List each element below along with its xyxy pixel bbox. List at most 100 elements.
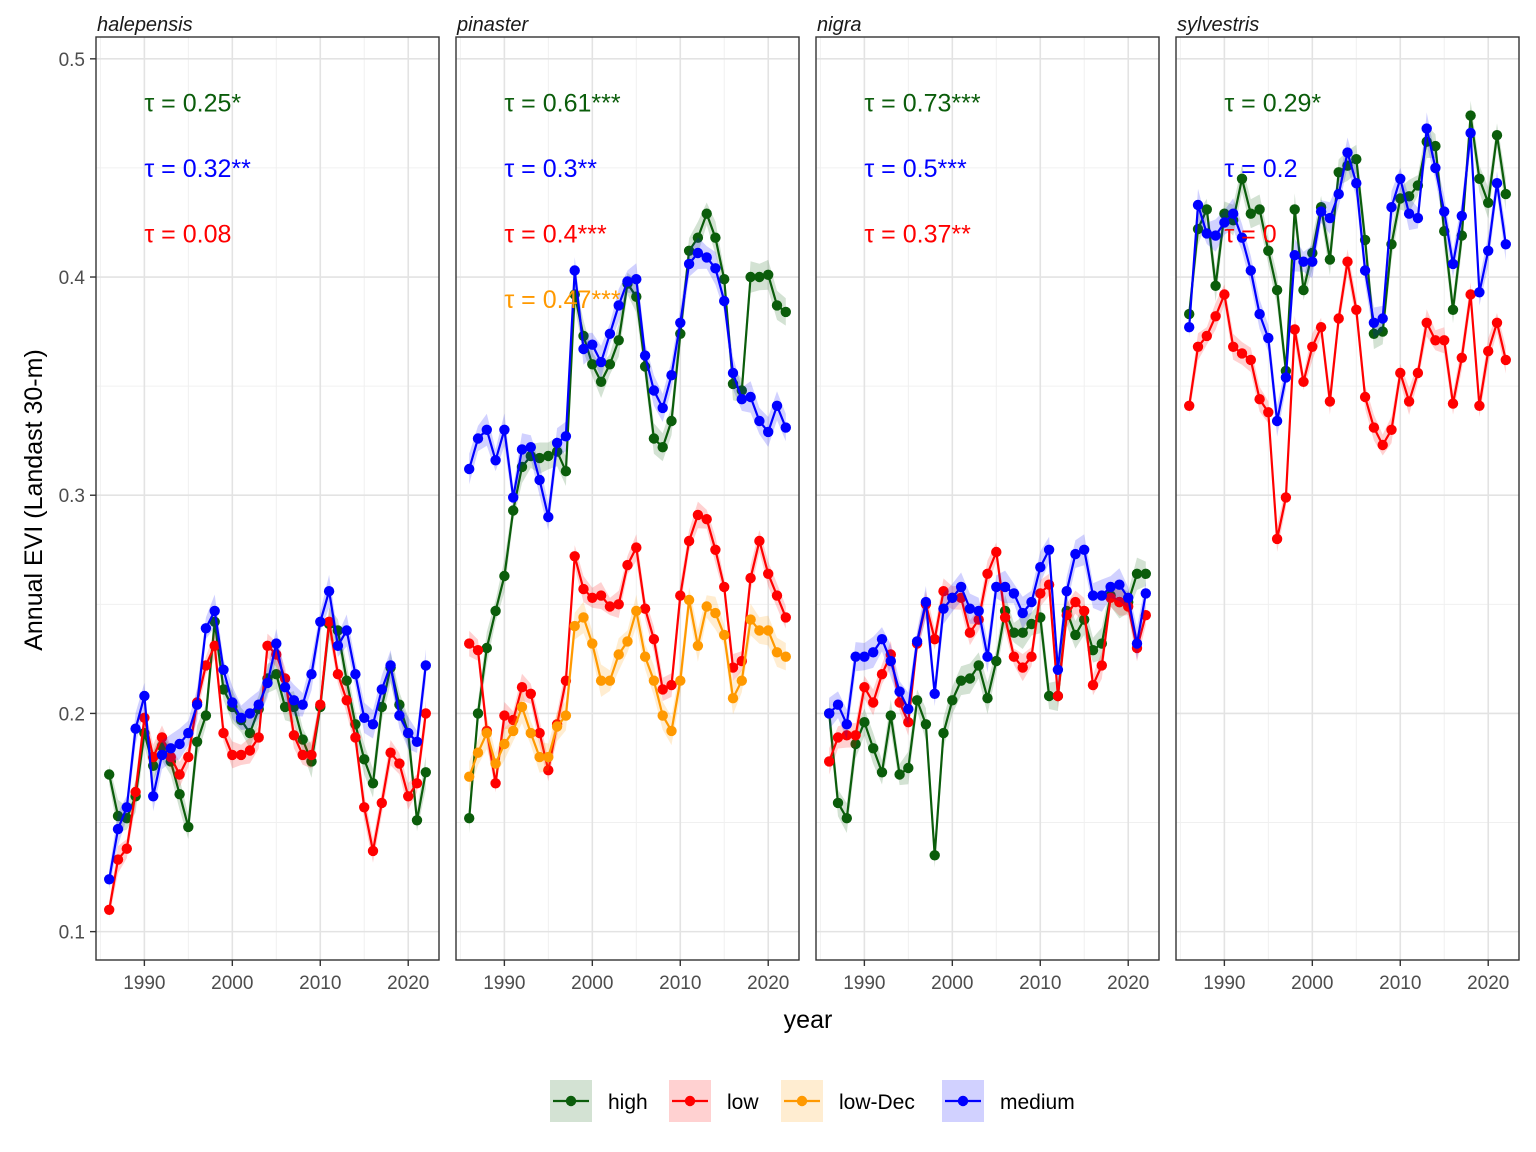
panel-background	[816, 37, 1159, 960]
data-point-low	[183, 751, 194, 763]
data-point-low	[1298, 376, 1309, 387]
data-point-high	[666, 415, 677, 427]
data-point-medium	[832, 699, 844, 710]
confidence-band-low	[109, 608, 426, 918]
data-point-medium	[1140, 588, 1152, 599]
data-point-low	[578, 583, 589, 595]
data-point-medium	[1430, 162, 1441, 174]
data-point-low-Dec	[675, 675, 686, 686]
data-point-medium	[719, 295, 730, 307]
data-point-low	[104, 904, 115, 915]
data-point-low	[112, 854, 124, 865]
y-tick-label: 0.1	[59, 923, 85, 944]
data-point-high	[1008, 627, 1020, 638]
data-point-medium	[411, 736, 423, 747]
x-tick-label: 1990	[1203, 973, 1245, 994]
legend: high low low-Dec medium	[550, 1080, 1075, 1122]
data-point-high	[499, 570, 510, 582]
data-point-medium	[262, 677, 273, 689]
data-point-low	[719, 581, 730, 593]
data-point-low	[174, 769, 185, 780]
data-point-high	[859, 717, 870, 728]
data-point-high	[376, 701, 387, 713]
data-point-medium	[394, 710, 405, 721]
data-point-low-Dec	[569, 620, 580, 632]
series-low-Dec	[464, 587, 791, 792]
legend-label: low	[727, 1091, 759, 1114]
data-point-medium	[499, 424, 510, 435]
tau-annotation-high: τ = 0.61***	[504, 89, 620, 117]
data-point-medium	[771, 400, 783, 411]
data-point-medium	[657, 402, 668, 414]
data-point-medium	[1043, 544, 1055, 555]
data-point-medium	[271, 638, 282, 649]
data-point-low-Dec	[525, 727, 536, 739]
data-point-high	[1289, 204, 1300, 215]
data-point-low	[1105, 592, 1116, 603]
data-point-low	[569, 551, 580, 562]
x-tick-label: 1990	[483, 973, 525, 994]
data-point-medium	[156, 749, 168, 761]
data-point-medium	[1008, 588, 1020, 599]
panel-border	[455, 36, 800, 961]
data-point-low	[525, 688, 536, 699]
data-point-medium	[332, 640, 344, 651]
data-point-high	[183, 821, 194, 833]
confidence-band-high	[829, 557, 1146, 868]
data-point-medium	[1131, 638, 1143, 649]
data-point-high	[841, 813, 852, 824]
data-point-low	[894, 697, 905, 708]
data-point-low	[121, 843, 132, 854]
data-point-medium	[1474, 287, 1485, 298]
data-point-high	[1333, 167, 1344, 178]
x-tick-label: 2020	[1107, 973, 1149, 994]
x-tick-label: 2010	[1379, 973, 1421, 994]
data-point-medium	[920, 596, 932, 608]
data-point-medium	[1324, 212, 1336, 224]
series-low	[1184, 249, 1512, 552]
panel-border	[815, 36, 1160, 961]
data-point-medium	[472, 433, 484, 444]
data-point-high	[271, 669, 282, 680]
y-axis: 0.1 0.2 0.3 0.4 0.5	[59, 50, 96, 944]
data-point-low-Dec	[464, 771, 475, 782]
tau-annotation-high: τ = 0.29*	[1224, 89, 1321, 117]
panel-title: nigra	[817, 14, 861, 36]
data-point-low-Dec	[543, 751, 554, 763]
data-point-medium	[104, 874, 115, 885]
data-point-medium	[112, 823, 124, 835]
data-point-low	[1052, 690, 1064, 702]
data-point-medium	[183, 727, 194, 739]
data-point-high	[359, 754, 370, 765]
data-point-high	[279, 701, 291, 713]
data-point-high	[719, 274, 730, 285]
data-point-medium	[1192, 199, 1204, 211]
data-point-medium	[947, 592, 958, 603]
data-point-high	[1236, 173, 1248, 184]
data-point-low-Dec	[745, 614, 756, 625]
data-point-low-Dec	[666, 725, 677, 737]
data-point-low	[411, 778, 423, 789]
data-point-medium	[666, 370, 677, 381]
data-point-high	[868, 743, 879, 754]
tau-annotation-medium: τ = 0.2	[1224, 155, 1297, 183]
data-point-low	[472, 645, 484, 656]
data-point-high	[464, 813, 475, 824]
data-point-low	[1456, 352, 1468, 363]
data-point-high	[832, 797, 844, 809]
data-point-high	[710, 232, 721, 243]
data-point-low	[394, 758, 405, 769]
data-point-low	[1192, 341, 1204, 352]
data-point-medium	[543, 511, 554, 523]
data-point-medium	[560, 431, 572, 442]
data-point-medium	[139, 690, 150, 702]
data-point-low	[964, 627, 976, 638]
data-point-low	[1307, 341, 1318, 352]
data-point-medium	[148, 791, 159, 802]
data-point-medium	[876, 634, 888, 645]
data-point-medium	[841, 719, 852, 730]
x-tick-label: 2010	[299, 973, 341, 994]
data-point-low	[1377, 439, 1388, 451]
data-point-high	[683, 245, 695, 256]
series-medium	[824, 534, 1152, 740]
